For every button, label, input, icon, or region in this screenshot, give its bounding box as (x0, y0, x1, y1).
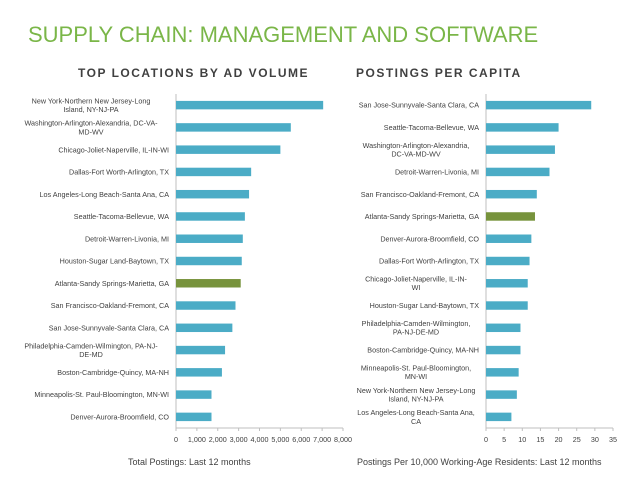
left-category-label: Houston-Sugar Land-Baytown, TX (60, 257, 170, 266)
right-category-label: New York-Northern New Jersey-Long Island,… (357, 386, 476, 404)
right-bar (486, 167, 550, 177)
left-x-tick-label: 6,000 (292, 435, 310, 444)
right-category-label: Chicago-Joliet-Naperville, IL-IN-WI (365, 275, 467, 293)
right-category-label: Philadelphia-Camden-Wilmington, PA-NJ-DE-… (362, 319, 471, 337)
left-category-label: Washington-Arlington-Alexandria, DC-VA-M… (24, 119, 158, 137)
right-category-label: Dallas-Fort Worth-Arlington, TX (379, 257, 479, 266)
right-bar-highlight (486, 212, 535, 221)
left-category-label: Chicago-Joliet-Naperville, IL-IN-WI (58, 145, 169, 154)
right-category-label: Detroit-Warren-Livonia, MI (395, 168, 479, 177)
left-x-tick-label: 0 (174, 435, 178, 444)
left-category-label: San Francisco-Oakland-Fremont, CA (51, 301, 169, 310)
left-bar (176, 256, 242, 266)
left-bar (176, 123, 291, 132)
left-bar (176, 323, 233, 333)
left-bar (176, 301, 236, 310)
right-category-label: Washington-Arlington-Alexandria, DC-VA-MD… (363, 141, 470, 159)
right-bar (486, 100, 592, 110)
right-x-axis-title: Postings Per 10,000 Working-Age Resident… (357, 457, 602, 467)
right-bar (486, 256, 530, 266)
right-bar (486, 145, 555, 154)
right-category-label: Los Angeles-Long Beach-Santa Ana, CA (357, 408, 474, 426)
left-category-label: Los Angeles-Long Beach-Santa Ana, CA (40, 190, 170, 199)
right-x-tick-label: 20 (555, 435, 563, 444)
left-category-label: New York-Northern New Jersey-Long Island,… (32, 96, 151, 114)
right-bar (486, 301, 528, 310)
right-x-tick-label: 0 (484, 435, 488, 444)
left-bar (176, 212, 245, 221)
left-category-label: Philadelphia-Camden-Wilmington, PA-NJ-DE… (24, 341, 158, 359)
left-bar (176, 189, 250, 199)
right-category-label: Boston-Cambridge-Quincy, MA-NH (367, 346, 479, 355)
left-x-tick-label: 4,000 (251, 435, 269, 444)
left-x-tick-label: 2,000 (209, 435, 227, 444)
left-bar (176, 368, 222, 377)
right-category-label: Denver-Aurora-Broomfield, CO (380, 234, 479, 243)
left-category-label: Boston-Cambridge-Quincy, MA-NH (57, 368, 169, 377)
left-x-tick-label: 1,000 (188, 435, 206, 444)
right-x-tick-label: 10 (518, 435, 526, 444)
left-x-tick-label: 3,000 (230, 435, 248, 444)
right-bar (486, 323, 521, 333)
right-x-tick-label: 35 (609, 435, 617, 444)
right-bar (486, 234, 532, 243)
left-bar (176, 145, 281, 154)
right-category-label: Houston-Sugar Land-Baytown, TX (370, 301, 480, 310)
right-bar (486, 390, 517, 399)
left-category-label: Minneapolis-St. Paul-Bloomington, MN-WI (34, 390, 169, 399)
left-category-label: Atlanta-Sandy Springs-Marietta, GA (55, 279, 169, 288)
right-x-tick-label: 25 (573, 435, 581, 444)
right-x-tick-label: 15 (536, 435, 544, 444)
left-bar (176, 412, 212, 422)
left-category-label: Denver-Aurora-Broomfield, CO (70, 412, 169, 421)
right-bar (486, 345, 521, 355)
right-category-label: San Francisco-Oakland-Fremont, CA (361, 190, 479, 199)
page-title: SUPPLY CHAIN: MANAGEMENT AND SOFTWARE (28, 22, 539, 47)
right-category-label: Seattle-Tacoma-Bellevue, WA (384, 123, 479, 132)
left-bar (176, 345, 226, 355)
right-bar (486, 189, 537, 199)
left-bar (176, 100, 324, 110)
left-category-label: Seattle-Tacoma-Bellevue, WA (74, 212, 169, 221)
left-bar-highlight (176, 279, 241, 288)
left-category-label: San Jose-Sunnyvale-Santa Clara, CA (49, 323, 169, 332)
right-x-tick-label: 30 (591, 435, 599, 444)
right-category-label: Minneapolis-St. Paul-Bloomington, MN-WI (361, 364, 471, 382)
left-chart-title: TOP LOCATIONS BY AD VOLUME (78, 66, 310, 80)
right-chart-title: POSTINGS PER CAPITA (356, 66, 522, 80)
left-x-tick-label: 5,000 (271, 435, 289, 444)
left-x-tick-label: 7,000 (313, 435, 331, 444)
left-category-label: Dallas-Fort Worth-Arlington, TX (69, 168, 169, 177)
right-category-label: San Jose-Sunnyvale-Santa Clara, CA (359, 101, 479, 110)
left-bar (176, 167, 252, 177)
right-bar (486, 368, 519, 377)
left-bar (176, 390, 212, 399)
right-category-label: Atlanta-Sandy Springs-Marietta, GA (365, 212, 479, 221)
left-bar (176, 234, 243, 243)
left-x-axis-title: Total Postings: Last 12 months (128, 457, 251, 467)
left-category-label: Detroit-Warren-Livonia, MI (85, 234, 169, 243)
right-bar (486, 412, 512, 422)
right-x-tick-label: 5 (502, 435, 506, 444)
right-bar (486, 279, 528, 288)
left-x-tick-label: 8,000 (334, 435, 352, 444)
right-bar (486, 123, 559, 132)
